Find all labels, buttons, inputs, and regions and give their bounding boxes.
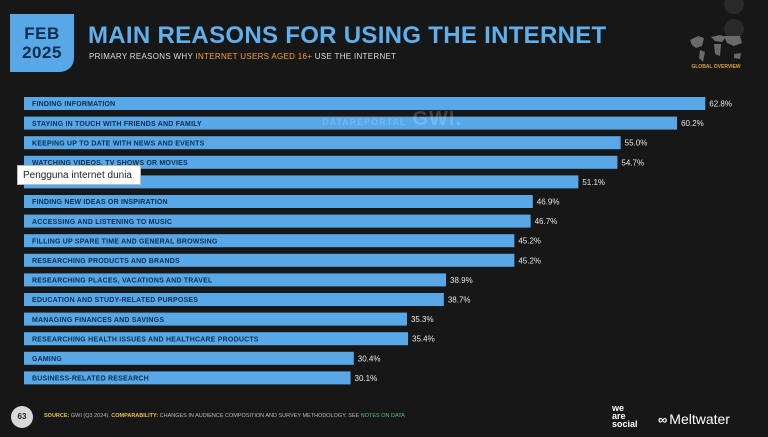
bar-category-label: ACCESSING AND LISTENING TO MUSIC xyxy=(32,219,172,226)
bar-category-label: WATCHING VIDEOS, TV SHOWS OR MOVIES xyxy=(32,160,188,167)
bar-category-label: FINDING INFORMATION xyxy=(32,101,115,108)
meltwater-mark-icon: ∞ xyxy=(658,412,668,427)
bar-category-label: BUSINESS-RELATED RESEARCH xyxy=(32,376,149,383)
comparability-label: COMPARABILITY: xyxy=(111,413,159,419)
page-title: MAIN REASONS FOR USING THE INTERNET xyxy=(88,22,607,49)
logo-line: social xyxy=(612,419,638,429)
bar-category-label: RESEARCHING HEALTH ISSUES AND HEALTHCARE… xyxy=(32,336,259,343)
bar xyxy=(24,273,447,287)
bar-value-label: 35.4% xyxy=(412,335,435,344)
meltwater-text: Meltwater xyxy=(669,411,730,427)
badge-year: 2025 xyxy=(22,43,62,62)
watermark-brand-2: GWI. xyxy=(412,108,463,130)
bar-category-label: GAMING xyxy=(32,356,62,363)
bar-value-label: 45.2% xyxy=(518,237,541,246)
logo-line: are xyxy=(612,411,626,421)
map-label: GLOBAL OVERVIEW xyxy=(691,64,741,70)
bar-value-label: 30.4% xyxy=(358,354,381,363)
bar-category-label: STAYING IN TOUCH WITH FRIENDS AND FAMILY xyxy=(32,121,202,128)
bar-category-label: RESEARCHING PLACES, VACATIONS AND TRAVEL xyxy=(32,278,213,285)
source-note: SOURCE: GWI (Q3 2024). COMPARABILITY: CH… xyxy=(44,413,405,419)
subtitle-pre: PRIMARY REASONS WHY xyxy=(89,52,196,61)
circle-icon xyxy=(724,19,744,39)
bar-category-label: RESEARCHING PRODUCTS AND BRANDS xyxy=(32,258,180,265)
we-are-social-logo: we are social xyxy=(612,403,638,429)
top-controls xyxy=(718,0,768,44)
bar-value-label: 60.2% xyxy=(681,119,704,128)
bar xyxy=(24,195,533,208)
source-text: GWI (Q3 2024). xyxy=(69,413,112,419)
bar xyxy=(24,116,678,130)
bar-value-label: 55.0% xyxy=(625,139,648,148)
bar-category-label: EDUCATION AND STUDY-RELATED PURPOSES xyxy=(32,297,198,304)
watermark-brand-1: DATAREPORTAL xyxy=(322,117,407,127)
circle-icon xyxy=(724,0,744,14)
bar xyxy=(24,332,409,346)
bar xyxy=(24,214,531,228)
subtitle-post: USE THE INTERNET xyxy=(312,52,397,61)
logo-line: we xyxy=(612,403,625,413)
watermark: DATAREPORTAL GWI. xyxy=(322,108,462,131)
bar-category-label: MANAGING FINANCES AND SAVINGS xyxy=(32,317,164,324)
bar xyxy=(24,293,444,306)
bar-category-label: KEEPING UP TO DATE WITH NEWS AND EVENTS xyxy=(32,140,205,147)
comparability-text: CHANGES IN AUDIENCE COMPOSITION AND SURV… xyxy=(158,413,361,419)
notes-link[interactable]: NOTES ON DATA xyxy=(360,413,405,419)
meltwater-logo: ∞ Meltwater xyxy=(658,411,730,427)
date-badge: FEB 2025 xyxy=(10,14,74,72)
bar xyxy=(24,371,351,385)
source-label: SOURCE: xyxy=(44,413,70,419)
bar-value-label: 46.7% xyxy=(535,217,558,226)
bar xyxy=(24,155,618,169)
bar-category-label: FILLING UP SPARE TIME AND GENERAL BROWSI… xyxy=(32,238,218,245)
bar-value-label: 51.1% xyxy=(582,178,605,187)
subtitle-highlight: INTERNET USERS AGED 16+ xyxy=(195,52,313,61)
bar xyxy=(24,234,515,248)
bar-value-label: 38.7% xyxy=(448,296,471,305)
tooltip: Pengguna internet dunia xyxy=(17,165,141,185)
bar-value-label: 62.8% xyxy=(709,100,732,109)
page-number: 63 xyxy=(11,406,33,428)
bar-value-label: 38.9% xyxy=(450,276,473,285)
page-subtitle: PRIMARY REASONS WHY INTERNET USERS AGED … xyxy=(89,52,396,61)
bar xyxy=(24,136,621,150)
bar xyxy=(24,351,354,365)
bar-value-label: 54.7% xyxy=(621,158,644,167)
bar xyxy=(24,97,706,110)
bar-value-label: 35.3% xyxy=(411,315,434,324)
bar xyxy=(24,312,407,326)
bar xyxy=(24,175,579,189)
bar-value-label: 46.9% xyxy=(537,198,560,207)
bar xyxy=(24,253,515,267)
bar-category-label: FINDING NEW IDEAS OR INSPIRATION xyxy=(32,199,168,206)
world-map-icon xyxy=(690,35,742,62)
bar-value-label: 30.1% xyxy=(355,374,378,383)
badge-month: FEB xyxy=(24,24,60,43)
bar-value-label: 45.2% xyxy=(518,256,541,265)
